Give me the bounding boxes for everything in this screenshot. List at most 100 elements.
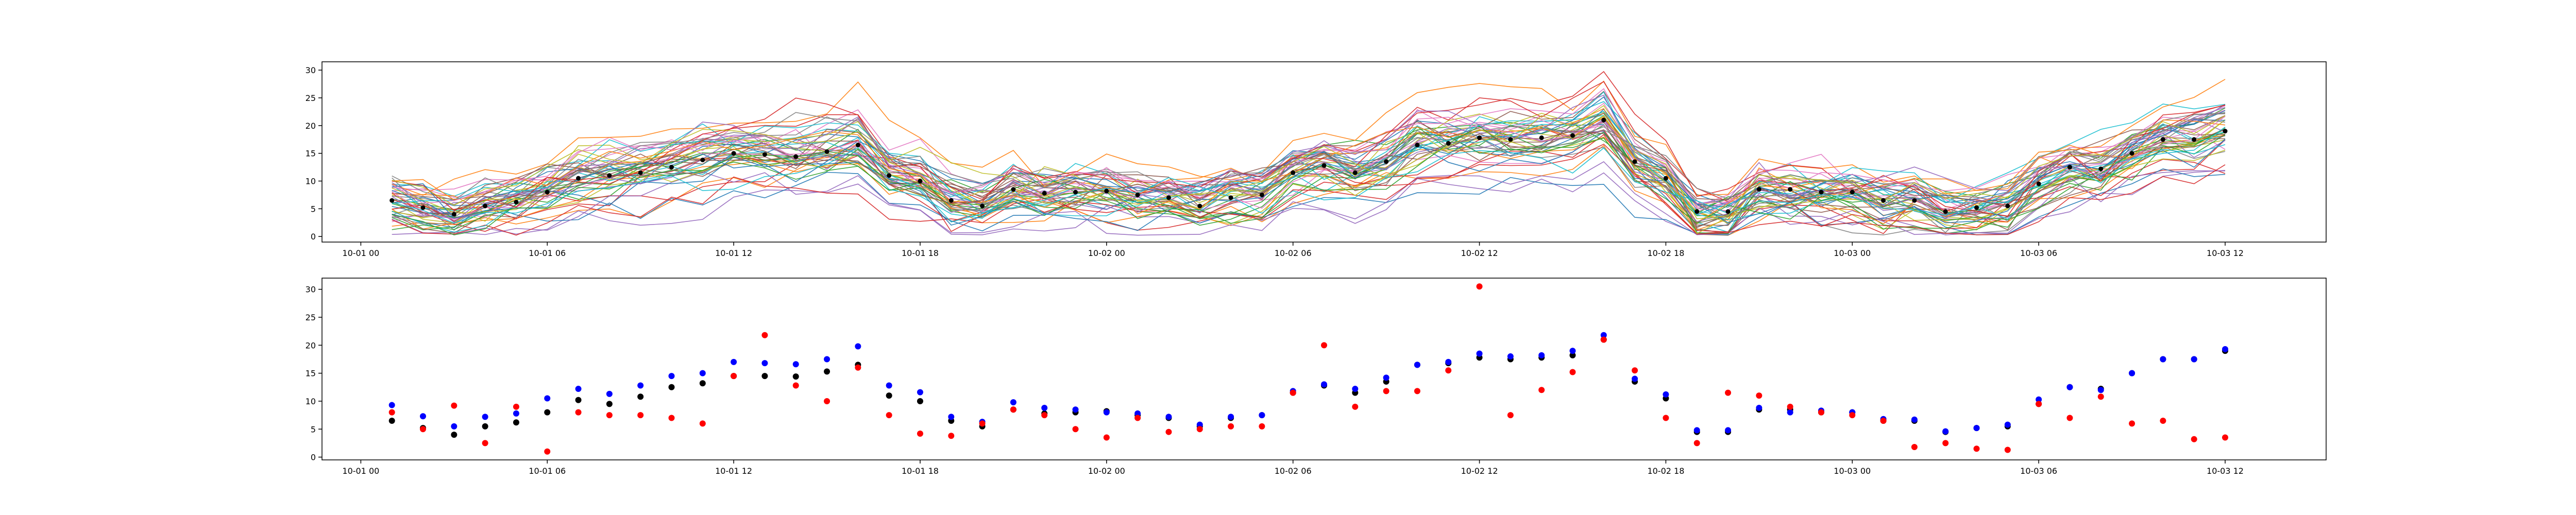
observation-point <box>1881 198 1886 203</box>
scatter-point <box>855 364 861 371</box>
observation-point <box>1725 209 1731 214</box>
observation-point <box>762 152 767 157</box>
x-tick-label: 10-02 12 <box>1461 248 1498 258</box>
scatter-point <box>699 420 706 427</box>
axes-frame <box>321 278 2327 460</box>
observation-point <box>1135 192 1140 197</box>
x-tick-label: 10-01 12 <box>715 466 752 476</box>
scatter-point <box>979 420 986 427</box>
ensemble-member-line <box>392 115 2226 234</box>
scatter-point <box>1973 425 1980 432</box>
scatter-point <box>1973 445 1980 452</box>
observation-point <box>1415 143 1420 148</box>
scatter-point <box>420 413 427 420</box>
observation-point <box>793 154 799 159</box>
scatter-point <box>544 409 551 416</box>
scatter-point <box>1196 421 1203 428</box>
y-tick-label: 10 <box>306 177 316 186</box>
ensemble-member-line <box>392 130 2226 215</box>
scatter-point <box>1445 367 1452 374</box>
observation-point <box>1011 187 1016 192</box>
observation-point <box>1508 137 1513 142</box>
x-tick-label: 10-02 06 <box>1275 466 1312 476</box>
scatter-point <box>1911 416 1918 423</box>
scatter-point <box>1600 336 1607 343</box>
scatter-point <box>761 373 768 380</box>
scatter-point <box>482 414 488 420</box>
observation-point <box>451 212 456 217</box>
scatter-point <box>1321 381 1327 388</box>
observation-point <box>2098 166 2104 171</box>
observation-point <box>2223 129 2228 134</box>
scatter-point <box>575 409 582 416</box>
observation-point <box>1446 141 1451 146</box>
scatter-point <box>1041 412 1048 419</box>
scatter-point <box>575 386 582 392</box>
scatter-point <box>1165 414 1172 420</box>
observation-point <box>1756 187 1761 192</box>
scatter-point <box>1663 415 1669 421</box>
scatter-point <box>1010 399 1016 406</box>
y-tick-label: 5 <box>311 424 316 434</box>
scatter-point <box>2036 401 2042 407</box>
scatter-point <box>824 356 831 363</box>
x-tick-label: 10-01 06 <box>529 248 566 258</box>
scatter-point <box>1942 428 1949 435</box>
scatter-point <box>1196 426 1203 433</box>
x-tick-label: 10-03 00 <box>1834 248 1871 258</box>
scatter-point <box>1041 404 1048 411</box>
scatter-point <box>1476 350 1483 357</box>
scatter-point <box>1787 409 1793 416</box>
scatter-point <box>2129 370 2136 376</box>
scatter-point <box>1632 367 1638 374</box>
y-tick-label: 30 <box>306 285 316 295</box>
ensemble-member-line <box>392 129 2226 220</box>
scatter-point <box>1569 352 1576 358</box>
observation-point <box>1663 176 1668 181</box>
y-tick-label: 15 <box>306 149 316 159</box>
scatter-point <box>420 426 427 433</box>
scatter-point <box>1134 410 1141 417</box>
y-tick-label: 20 <box>306 340 316 350</box>
observation-point <box>1197 203 1202 209</box>
ensemble-member-line <box>392 94 2226 222</box>
x-tick-label: 10-01 00 <box>342 248 379 258</box>
ensemble-member-line <box>392 79 2226 196</box>
scatter-point <box>1880 417 1887 424</box>
y-tick-label: 30 <box>306 65 316 75</box>
y-tick-label: 25 <box>306 93 316 103</box>
scatter-point <box>1165 428 1172 435</box>
scatter-point <box>2004 447 2011 453</box>
scatter-point <box>761 360 768 367</box>
scatter-point <box>792 382 799 389</box>
top-ensemble-line-chart: 10-01 00 10-01 06 10-01 12 10-01 18 10-02 00… <box>306 61 2327 258</box>
ensemble-member-line <box>392 117 2226 225</box>
ensemble-member-line <box>392 143 2226 236</box>
observation-point <box>1104 188 1109 194</box>
scatter-point <box>699 380 706 387</box>
scatter-point <box>1103 434 1110 441</box>
observation-point <box>1788 187 1793 192</box>
x-tick-label: 10-03 12 <box>2207 466 2244 476</box>
scatter-point <box>2160 417 2166 424</box>
observation-point <box>1042 191 1047 196</box>
x-tick-label: 10-02 12 <box>1461 466 1498 476</box>
observation-point <box>1694 209 1700 214</box>
scatter-point <box>1445 358 1452 365</box>
scatter-point <box>637 382 644 389</box>
scatter-point <box>917 430 923 437</box>
scatter-point <box>1476 283 1483 290</box>
y-tick-label: 10 <box>306 397 316 406</box>
observation-point <box>1228 195 1233 200</box>
x-tick-label: 10-02 00 <box>1088 466 1125 476</box>
scatter-point <box>731 373 737 380</box>
observation-point <box>1352 170 1358 175</box>
ensemble-member-line <box>392 131 2226 231</box>
scatter-point <box>2222 434 2228 441</box>
observation-point <box>2005 203 2010 209</box>
scatter-point <box>388 402 395 408</box>
scatter-point <box>606 401 613 407</box>
y-tick-label: 25 <box>306 313 316 322</box>
